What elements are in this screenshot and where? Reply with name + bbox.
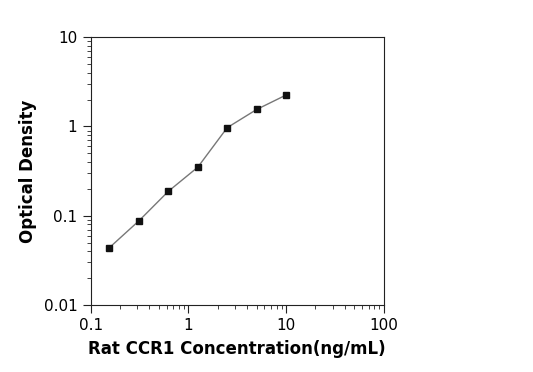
- X-axis label: Rat CCR1 Concentration(ng/mL): Rat CCR1 Concentration(ng/mL): [88, 340, 386, 358]
- Y-axis label: Optical Density: Optical Density: [19, 99, 37, 243]
